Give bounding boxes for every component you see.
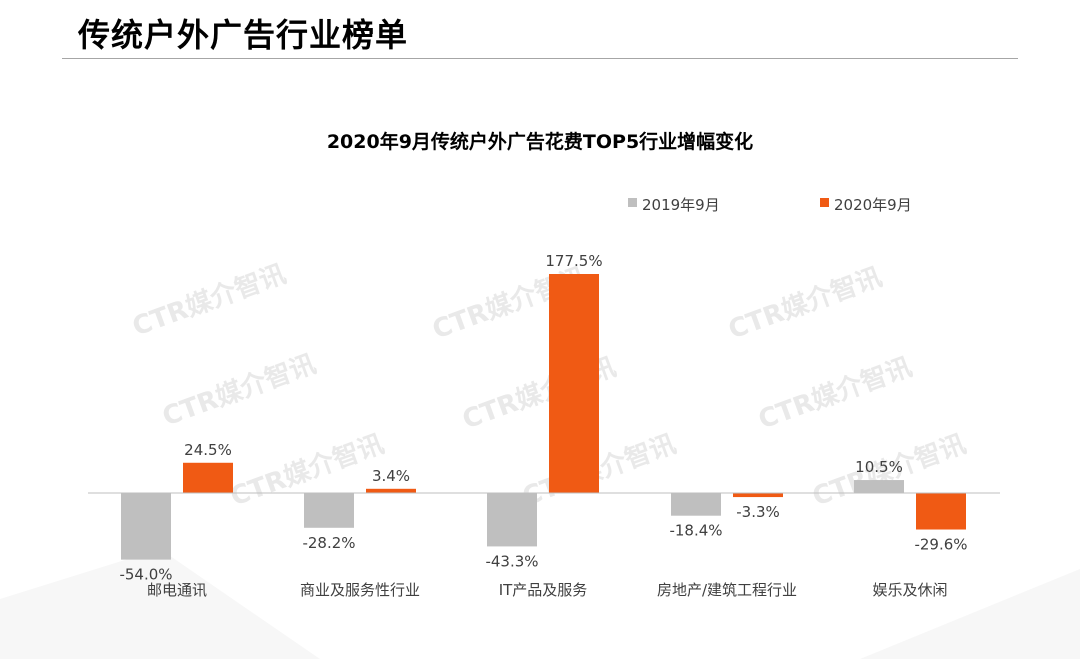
chart-title: 2020年9月传统户外广告花费TOP5行业增幅变化 [327,130,753,153]
data-label: 177.5% [545,252,602,270]
page-title: 传统户外广告行业榜单 [78,16,409,54]
bar [671,493,721,516]
category-label: 邮电通讯 [147,581,207,599]
category-label: 房地产/建筑工程行业 [657,581,797,599]
legend-label: 2020年9月 [834,196,912,214]
bar [854,480,904,493]
data-label: -43.3% [485,552,538,570]
data-label: 10.5% [855,458,903,476]
bar [549,274,599,493]
data-label: -54.0% [119,566,172,584]
legend-swatch [820,198,829,207]
data-label: -29.6% [914,536,967,554]
data-label: 24.5% [184,441,232,459]
legend-swatch [628,198,637,207]
legend-label: 2019年9月 [642,196,720,214]
title-divider [62,58,1018,59]
category-label: 娱乐及休闲 [872,581,947,599]
data-label: -18.4% [669,522,722,540]
bar [733,493,783,498]
data-label: -28.2% [302,534,355,552]
bar [487,493,537,547]
background-corner-shape [0,549,1080,659]
bar [183,462,233,493]
data-label: -3.3% [736,503,780,521]
bar [304,493,354,528]
bar [366,488,416,493]
category-label: 商业及服务性行业 [300,581,420,599]
data-label: 3.4% [372,467,410,485]
bar [121,493,171,560]
category-label: IT产品及服务 [499,581,588,599]
bar [916,493,966,530]
